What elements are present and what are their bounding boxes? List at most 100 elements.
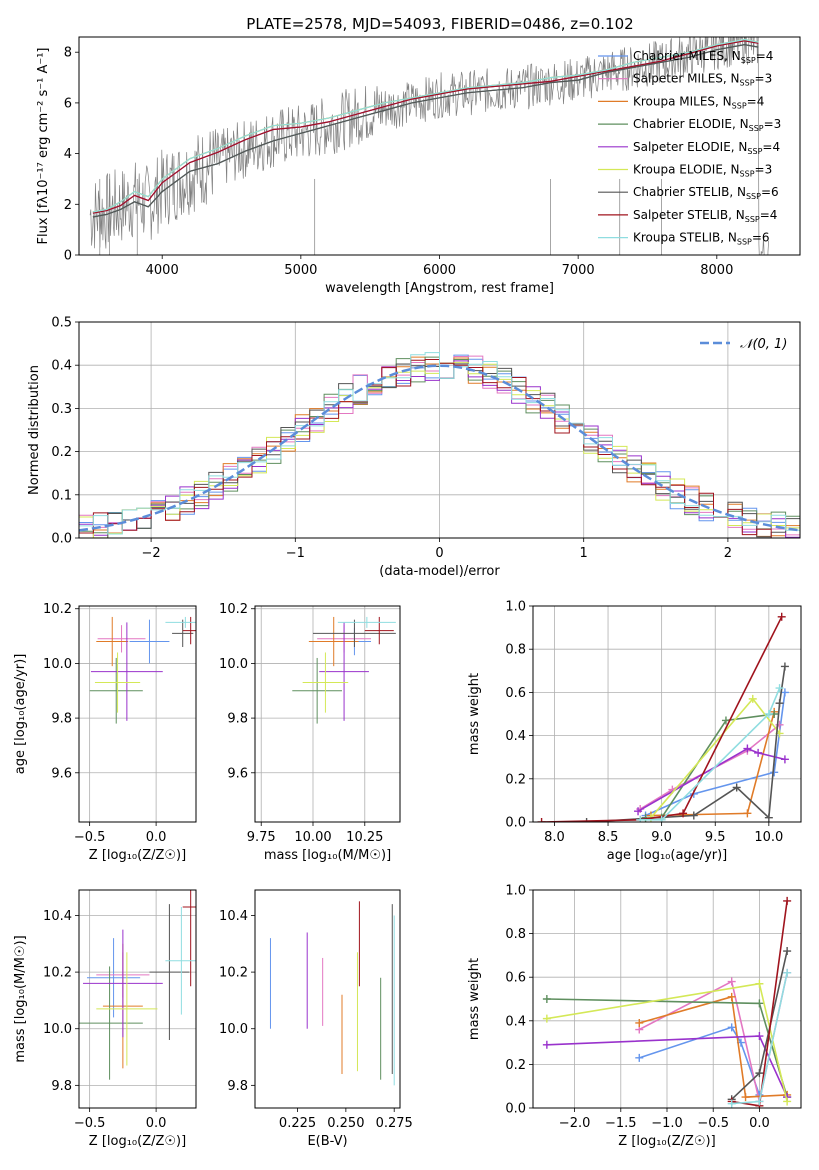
mw-marker xyxy=(783,896,792,905)
mw-marker xyxy=(657,815,666,822)
axes-residuals: −2 −1 0 1 2 0.0 0.1 0.2 0.3 0.4 0.5 (data-model)/er… xyxy=(27,316,801,579)
y-tick-label: 0.2 xyxy=(505,1058,526,1073)
mw-marker xyxy=(732,783,741,792)
axes-massweight_vs_age: 8.0 8.5 9.0 9.5 10.0 0.0 0.2 0.4 0.6 0.8 1.0 age [l… xyxy=(467,600,802,863)
figure-title: PLATE=2578, MJD=54093, FIBERID=0486, z=0… xyxy=(246,15,633,33)
y-tick-label: 0.1 xyxy=(51,488,72,503)
x-tick-label: 4000 xyxy=(146,263,179,278)
mw-marker xyxy=(748,694,757,703)
mw-marker xyxy=(780,688,789,697)
y-tick-label: 9.6 xyxy=(51,766,72,781)
legend-label: Chabrier STELIB, NSSP=6 xyxy=(633,185,779,201)
legend-label: Salpeter ELODIE, NSSP=4 xyxy=(633,140,780,156)
x-tick-label: 10.0 xyxy=(754,830,783,845)
y-tick-label: 4 xyxy=(64,147,72,162)
x-axis-label: Z [log₁₀(Z/Z☉)] xyxy=(89,848,186,863)
y-tick-label: 10.2 xyxy=(43,602,72,617)
mw-marker xyxy=(542,1014,551,1023)
mw-marker xyxy=(542,1040,551,1049)
y-tick-label: 0 xyxy=(64,249,72,264)
legend-label: Chabrier ELODIE, NSSP=3 xyxy=(633,117,781,133)
axes-frame xyxy=(78,36,801,256)
y-tick-label: 0.4 xyxy=(505,1014,526,1029)
mw-marker xyxy=(764,710,773,718)
x-axis-label: age [log₁₀(age/yr)] xyxy=(607,848,728,863)
mw-marker xyxy=(775,699,784,708)
legend-label: Chabrier MILES, NSSP=4 xyxy=(633,49,773,65)
mw-marker xyxy=(780,755,789,764)
y-tick-label: 0.0 xyxy=(505,1102,526,1117)
y-tick-label: 0.6 xyxy=(505,971,526,986)
spectrum-legend: Chabrier MILES, NSSP=4 Salpeter MILES, NS… xyxy=(598,49,781,247)
x-tick-label: 0.275 xyxy=(376,1116,413,1131)
x-tick-label: 0.0 xyxy=(146,830,167,845)
y-tick-label: 10.2 xyxy=(219,602,248,617)
plot-area-mass_vs_z xyxy=(79,890,196,1108)
y-tick-label: 10.2 xyxy=(219,966,248,981)
axes-frame xyxy=(78,605,197,823)
axes-massweight_vs_z: −2.0 −1.5 −1.0 −0.5 0.0 0.0 0.2 0.4 0.6 0.8 1.0 Z [… xyxy=(467,884,802,1149)
hist-8 xyxy=(79,352,800,535)
axes-mass_vs_z: −0.5 0.0 9.8 10.0 10.2 10.4 Z [log₁₀(Z/Z☉)] mas… xyxy=(13,889,197,1149)
mw-line-1 xyxy=(639,724,781,810)
model-line-7 xyxy=(92,40,759,214)
x-tick-label: −1.0 xyxy=(651,1116,683,1131)
mw-line-6 xyxy=(586,666,786,822)
x-axis-label: Z [log₁₀(Z/Z☉)] xyxy=(618,1134,715,1149)
mw-marker xyxy=(743,809,752,818)
mw-marker xyxy=(770,768,779,777)
y-tick-label: 10.0 xyxy=(219,1022,248,1037)
axes-spectrum: 4000 5000 6000 7000 8000 0 2 4 6 8 wavelength [Ang… xyxy=(36,36,801,296)
mw-line-4 xyxy=(637,747,786,812)
normal-curve xyxy=(79,364,800,532)
x-tick-label: −0.5 xyxy=(74,1116,106,1131)
legend-label: Salpeter MILES, NSSP=3 xyxy=(633,72,772,88)
y-tick-label: 0.4 xyxy=(51,359,72,374)
y-tick-label: 0.6 xyxy=(505,686,526,701)
x-axis-label: wavelength [Angstrom, rest frame] xyxy=(325,281,554,296)
mw-marker xyxy=(743,744,752,753)
model-line-6 xyxy=(92,43,759,218)
y-tick-label: 0.5 xyxy=(51,316,72,331)
mw-marker xyxy=(783,968,792,977)
y-axis-label: Flux [fλ10⁻¹⁷ erg cm⁻² s⁻¹ A⁻¹] xyxy=(36,48,51,245)
legend-label: Salpeter STELIB, NSSP=4 xyxy=(633,208,777,224)
x-tick-label: 0.0 xyxy=(146,1116,167,1131)
y-tick-label: 9.8 xyxy=(227,712,248,727)
mw-marker xyxy=(777,612,786,621)
plot-area-residuals xyxy=(79,322,800,538)
mw-marker xyxy=(634,807,643,816)
axes-frame xyxy=(532,605,802,823)
mw-marker xyxy=(755,1097,764,1106)
x-tick-label: −2.0 xyxy=(559,1116,591,1131)
x-axis-label: Z [log₁₀(Z/Z☉)] xyxy=(89,1134,186,1149)
mw-marker xyxy=(542,995,551,1003)
axes-age_vs_mass: 9.75 10.00 10.25 9.6 9.8 10.0 10.2 mass [log₁₀(… xyxy=(219,602,401,863)
axes-mass_vs_ebv: 0.225 0.250 0.275 9.8 10.0 10.2 10.4 E(B-V) xyxy=(219,889,413,1149)
y-tick-label: 10.0 xyxy=(43,657,72,672)
axes-frame xyxy=(254,605,401,823)
mw-marker xyxy=(721,716,730,725)
x-tick-label: 10.00 xyxy=(294,830,331,845)
x-tick-label: 7000 xyxy=(562,263,595,278)
y-tick-label: 10.4 xyxy=(43,909,72,924)
y-tick-label: 10.2 xyxy=(43,966,72,981)
mw-marker xyxy=(741,1093,750,1102)
plot-area-massweight_vs_z xyxy=(533,890,801,1108)
mw-marker xyxy=(635,1018,644,1027)
legend-label: Kroupa MILES, NSSP=4 xyxy=(633,94,764,110)
y-tick-label: 0.0 xyxy=(51,532,72,547)
y-tick-label: 6 xyxy=(64,96,72,111)
y-axis-label: age [log₁₀(age/yr)] xyxy=(13,654,28,775)
y-axis-label: mass weight xyxy=(467,958,482,1040)
x-tick-label: 0.225 xyxy=(279,1116,316,1131)
y-tick-label: 9.6 xyxy=(227,766,248,781)
plot-area-spectrum xyxy=(89,37,770,255)
y-axis-label: mass [log₁₀(M/M☉)] xyxy=(13,935,28,1062)
mw-marker xyxy=(783,1097,792,1106)
y-tick-label: 1.0 xyxy=(505,884,526,899)
mw-line-2 xyxy=(639,995,788,1098)
x-axis-label: E(B-V) xyxy=(307,1134,347,1149)
y-axis-label: Normed distribution xyxy=(27,365,42,495)
y-tick-label: 10.4 xyxy=(219,909,248,924)
